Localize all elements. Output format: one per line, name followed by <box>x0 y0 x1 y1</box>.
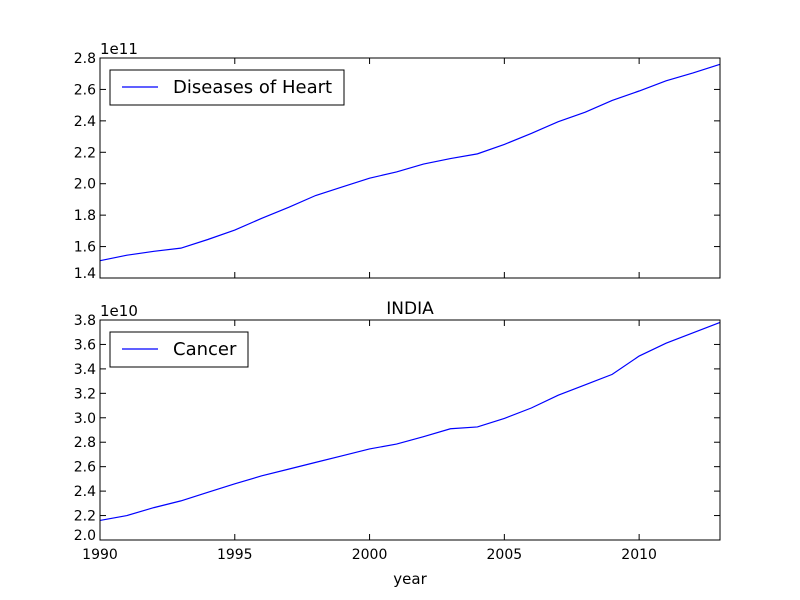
y-tick-label: 2.0 <box>74 528 96 544</box>
y-offset-label: 1e11 <box>100 40 138 58</box>
y-offset-label: 1e10 <box>100 302 138 320</box>
y-tick-label: 2.4 <box>74 114 96 130</box>
y-tick-label: 1.8 <box>74 208 96 224</box>
legend-entry-label: Diseases of Heart <box>173 77 332 98</box>
x-tick-label: 2000 <box>352 547 388 563</box>
series-line-diseases-of-heart <box>99 63 721 262</box>
x-tick-label: 2010 <box>621 547 657 563</box>
y-tick-label: 3.2 <box>74 386 96 402</box>
x-tick-label: 1995 <box>217 547 253 563</box>
y-tick-label: 1.6 <box>74 240 96 256</box>
y-tick-label: 2.2 <box>74 145 96 161</box>
subplot-2: 2.0 2.2 2.4 2.6 2.8 3.0 3.2 3.4 3.6 3.8 1990 1995 20… <box>74 299 721 588</box>
legend: Cancer <box>109 331 249 368</box>
x-tick-label: 1990 <box>82 547 118 563</box>
y-tick-label: 2.0 <box>74 177 96 193</box>
y-tick-label: 2.2 <box>74 509 96 525</box>
chart-title: INDIA <box>386 299 434 319</box>
y-tick-label: 3.0 <box>74 411 96 427</box>
axes-frame <box>99 319 721 541</box>
x-tick-label: 2005 <box>487 547 523 563</box>
y-tick-label: 2.8 <box>74 435 96 451</box>
y-tick-label: 2.6 <box>74 460 96 476</box>
y-tick-label: 2.4 <box>74 484 96 500</box>
y-tick-label: 3.8 <box>74 313 96 329</box>
y-tick-label: 2.6 <box>74 82 96 98</box>
y-tick-label: 3.4 <box>74 362 96 378</box>
y-tick-label: 2.8 <box>74 51 96 67</box>
legend-entry-label: Cancer <box>173 339 237 360</box>
axes-frame <box>99 57 721 279</box>
series-line-cancer <box>99 321 721 522</box>
y-tick-label: 3.6 <box>74 337 96 353</box>
legend: Diseases of Heart <box>109 69 345 106</box>
x-axis-label: year <box>393 570 427 588</box>
y-tick-label: 1.4 <box>74 266 96 282</box>
